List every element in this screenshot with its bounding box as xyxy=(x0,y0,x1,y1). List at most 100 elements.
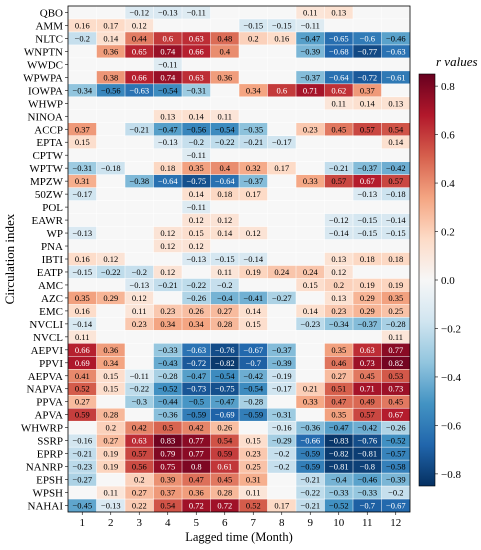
heatmap-cell xyxy=(324,148,354,163)
cell-value-label: 0.83 xyxy=(160,436,175,446)
cell-value-label: 0.16 xyxy=(75,254,90,264)
cell-value-label: 0.11 xyxy=(132,306,147,316)
heatmap-cell xyxy=(67,109,98,124)
y-tick-label: WP xyxy=(47,228,64,240)
colorbar-gradient xyxy=(418,73,436,487)
heatmap-cell xyxy=(181,96,212,111)
cell-value-label: −0.27 xyxy=(272,293,292,303)
cell-value-label: 0.74 xyxy=(160,72,176,82)
cell-value-label: −0.23 xyxy=(300,319,320,329)
heatmap-cell xyxy=(67,44,98,59)
colorbar-tick-label: 0.4 xyxy=(441,178,455,190)
heatmap-cell xyxy=(324,18,354,33)
heatmap-cell xyxy=(295,343,326,357)
colorbar-tick-label: 0.2 xyxy=(441,227,455,239)
heatmap-cell xyxy=(124,239,155,254)
heatmap-cell xyxy=(324,239,354,254)
cell-value-label: 0.63 xyxy=(360,345,375,355)
cell-value-label: 0.24 xyxy=(303,267,319,277)
cell-value-label: −0.46 xyxy=(386,33,406,43)
colorbar-tick-label: 0.8 xyxy=(441,81,455,93)
cell-value-label: 0.63 xyxy=(189,33,204,43)
cell-value-label: 0.57 xyxy=(331,176,346,186)
heatmap-cell xyxy=(124,135,155,150)
cell-value-label: −0.21 xyxy=(243,137,263,147)
cell-value-label: 0.37 xyxy=(75,124,90,134)
heatmap-cell xyxy=(124,226,155,241)
x-tick-label: 1 xyxy=(80,517,86,529)
cell-value-label: 0.23 xyxy=(132,319,147,329)
cell-value-label: 0.45 xyxy=(331,124,346,134)
x-tick-label: 7 xyxy=(251,517,257,529)
cell-value-label: 0.39 xyxy=(160,475,175,485)
cell-value-label: −0.2 xyxy=(274,462,289,472)
cell-value-label: 0.13 xyxy=(331,293,346,303)
cell-value-label: −0.47 xyxy=(186,371,206,381)
cell-value-label: 0.42 xyxy=(132,423,147,433)
cell-value-label: −0.17 xyxy=(272,137,292,147)
colorbar-tick-label: 0.6 xyxy=(441,130,455,142)
y-tick-label: WHWP xyxy=(28,98,63,110)
cell-value-label: 0.34 xyxy=(246,85,262,95)
cell-value-label: 0.57 xyxy=(360,410,375,420)
cell-value-label: 0.23 xyxy=(246,449,261,459)
heatmap-cell xyxy=(96,330,126,344)
cell-value-label: −0.22 xyxy=(186,280,206,290)
cell-value-label: 0.22 xyxy=(132,501,147,511)
cell-value-label: 0.72 xyxy=(217,501,232,511)
cell-value-label: 0.79 xyxy=(160,449,175,459)
heatmap-cell xyxy=(267,5,297,20)
cell-value-label: 0.23 xyxy=(331,306,346,316)
cell-value-label: 0.54 xyxy=(217,436,233,446)
heatmap-cell xyxy=(238,239,269,254)
cell-value-label: 0.65 xyxy=(132,46,147,56)
cell-value-label: −0.11 xyxy=(187,7,206,17)
cell-value-label: −0.11 xyxy=(130,371,149,381)
heatmap-cell xyxy=(381,265,411,280)
cell-value-label: 0.12 xyxy=(331,267,346,277)
y-tick-label: IBTI xyxy=(42,254,64,266)
cell-value-label: −0.2 xyxy=(388,488,403,498)
cell-value-label: −0.17 xyxy=(72,189,92,199)
heatmap-cell xyxy=(381,239,411,254)
heatmap-cell xyxy=(267,122,297,137)
cell-value-label: −0.54 xyxy=(215,371,235,381)
cell-value-label: −0.76 xyxy=(215,345,235,355)
heatmap-cell xyxy=(124,200,155,215)
cell-value-label: −0.54 xyxy=(158,85,178,95)
x-tick-label: 3 xyxy=(137,517,143,529)
heatmap-cell xyxy=(238,213,269,228)
cell-value-label: −0.39 xyxy=(272,358,292,368)
cell-value-label: 0.32 xyxy=(246,163,261,173)
cell-value-label: 0.47 xyxy=(189,475,204,485)
cell-value-label: 0.16 xyxy=(274,33,289,43)
heatmap-cell xyxy=(153,148,183,163)
y-tick-label: NINOA xyxy=(28,111,63,123)
y-tick-label: WNPTN xyxy=(24,46,63,58)
heatmap-cell xyxy=(210,330,240,344)
cell-value-label: 0.45 xyxy=(388,397,403,407)
cell-value-label: 0.35 xyxy=(75,293,90,303)
cell-value-label: −0.11 xyxy=(301,20,320,30)
cell-value-label: 0.59 xyxy=(217,449,232,459)
cell-value-label: 0.69 xyxy=(75,358,90,368)
cell-value-label: 0.13 xyxy=(160,111,175,121)
cell-value-label: −0.12 xyxy=(329,215,349,225)
cell-value-label: −0.7 xyxy=(246,358,261,368)
cell-value-label: −0.18 xyxy=(101,163,121,173)
cell-value-label: −0.28 xyxy=(158,371,178,381)
cell-value-label: −0.14 xyxy=(386,215,406,225)
cell-value-label: −0.13 xyxy=(101,501,121,511)
heatmap-cell xyxy=(381,200,411,215)
cell-value-label: 0.49 xyxy=(360,397,375,407)
cell-value-label: 0.31 xyxy=(246,475,261,485)
x-tick-label: 10 xyxy=(333,517,345,529)
heatmap-cell xyxy=(238,200,269,215)
colorbar-tick-label: −0.6 xyxy=(441,420,461,432)
cell-value-label: −0.22 xyxy=(300,488,320,498)
y-tick-label: AMC xyxy=(38,280,63,292)
cell-value-label: 0.33 xyxy=(303,397,318,407)
cell-value-label: −0.83 xyxy=(329,436,349,446)
y-tick-label: MPZW xyxy=(30,176,64,188)
